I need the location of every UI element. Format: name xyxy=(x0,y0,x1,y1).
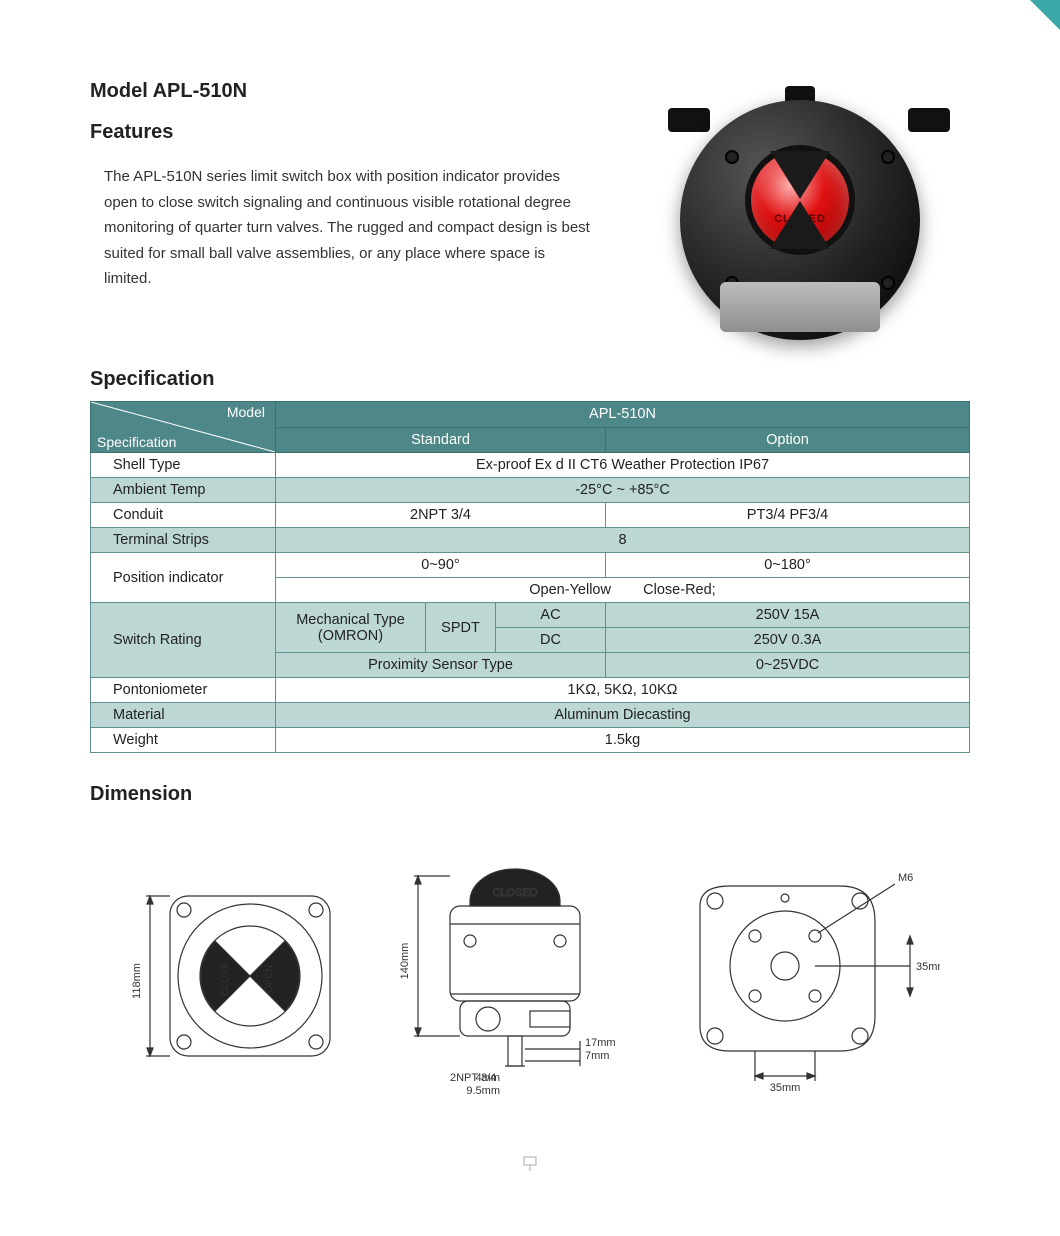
spec-corner-cell: Model Specification xyxy=(91,402,276,453)
value-material: Aluminum Diecasting xyxy=(276,703,970,728)
nameplate xyxy=(720,282,880,332)
dim-close-label: CLOSE xyxy=(220,962,231,996)
row-material: Material Aluminum Diecasting xyxy=(91,703,970,728)
label-position-indicator: Position indicator xyxy=(91,553,276,603)
option-header: Option xyxy=(606,427,970,453)
value-posind-std: 0~90° xyxy=(276,553,606,578)
row-position-indicator-1: Position indicator 0~90° 0~180° xyxy=(91,553,970,578)
label-weight: Weight xyxy=(91,728,276,753)
row-weight: Weight 1.5kg xyxy=(91,728,970,753)
label-shell-type: Shell Type xyxy=(91,453,276,478)
dim-side-d2: 7mm xyxy=(585,1050,609,1062)
page-content: Model APL-510N Features The APL-510N ser… xyxy=(0,0,1060,1236)
footer-glyph xyxy=(90,1156,970,1176)
value-switch-dc-label: DC xyxy=(496,628,606,653)
dim-front-height: 118mm xyxy=(131,963,143,999)
dimension-heading: Dimension xyxy=(90,783,970,806)
label-material: Material xyxy=(91,703,276,728)
indicator-state-label: CLOSED xyxy=(751,213,849,225)
row-switch-1: Switch Rating Mechanical Type (OMRON) SP… xyxy=(91,603,970,628)
value-shell-type: Ex-proof Ex d II CT6 Weather Protection … xyxy=(276,453,970,478)
value-switch-mech: Mechanical Type (OMRON) xyxy=(276,603,426,653)
value-switch-prox-label: Proximity Sensor Type xyxy=(276,653,606,678)
row-ambient-temp: Ambient Temp -25°C ~ +85°C xyxy=(91,478,970,503)
value-terminal: 8 xyxy=(276,528,970,553)
value-conduit-opt: PT3/4 PF3/4 xyxy=(606,503,970,528)
value-switch-dc: 250V 0.3A xyxy=(606,628,970,653)
model-header-cell: APL-510N xyxy=(276,402,970,428)
row-shell-type: Shell Type Ex-proof Ex d II CT6 Weather … xyxy=(91,453,970,478)
value-posind-note: Open-Yellow Close-Red; xyxy=(276,578,970,603)
dimension-front-view: 118mm CLOSE OPEN xyxy=(120,866,350,1096)
dim-side-d4: 9.5mm xyxy=(466,1085,500,1097)
model-heading: Model APL-510N xyxy=(90,80,590,103)
product-photo: CLOSED xyxy=(650,80,950,350)
row-terminal: Terminal Strips 8 xyxy=(91,528,970,553)
corner-model-label: Model xyxy=(227,404,265,420)
label-terminal: Terminal Strips xyxy=(91,528,276,553)
standard-header: Standard xyxy=(276,427,606,453)
dim-open-label: OPEN xyxy=(264,965,275,993)
label-switch-rating: Switch Rating xyxy=(91,603,276,678)
value-weight: 1.5kg xyxy=(276,728,970,753)
dimension-bottom-view: M6 35mm 35mm xyxy=(660,866,940,1116)
specification-heading: Specification xyxy=(90,368,970,391)
dim-bottom-v: 35mm xyxy=(770,1082,801,1094)
specification-table: Model Specification APL-510N Standard Op… xyxy=(90,401,970,753)
dim-bottom-thread: M6 xyxy=(898,872,913,884)
dim-bottom-h: 35mm xyxy=(916,961,940,973)
value-ambient-temp: -25°C ~ +85°C xyxy=(276,478,970,503)
dimension-drawings: 118mm CLOSE OPEN CLOSED xyxy=(90,866,970,1126)
label-ambient-temp: Ambient Temp xyxy=(91,478,276,503)
value-switch-ac-label: AC xyxy=(496,603,606,628)
dim-side-d1: 17mm xyxy=(585,1037,616,1049)
features-text: The APL-510N series limit switch box wit… xyxy=(90,154,590,292)
value-switch-prox: 0~25VDC xyxy=(606,653,970,678)
value-switch-spdt: SPDT xyxy=(426,603,496,653)
label-pot: Pontoniometer xyxy=(91,678,276,703)
dim-side-d3: 4mm xyxy=(476,1072,500,1084)
dim-dome-label: CLOSED xyxy=(492,887,537,899)
label-conduit: Conduit xyxy=(91,503,276,528)
row-conduit: Conduit 2NPT 3/4 PT3/4 PF3/4 xyxy=(91,503,970,528)
corner-spec-label: Specification xyxy=(97,434,176,450)
page-corner-accent xyxy=(1030,0,1060,30)
row-pot: Pontoniometer 1KΩ, 5KΩ, 10KΩ xyxy=(91,678,970,703)
value-posind-opt: 0~180° xyxy=(606,553,970,578)
dimension-side-view: CLOSED xyxy=(380,866,630,1126)
dim-side-height: 140mm xyxy=(399,943,411,980)
features-heading: Features xyxy=(90,121,590,144)
value-conduit-std: 2NPT 3/4 xyxy=(276,503,606,528)
value-pot: 1KΩ, 5KΩ, 10KΩ xyxy=(276,678,970,703)
value-switch-ac: 250V 15A xyxy=(606,603,970,628)
